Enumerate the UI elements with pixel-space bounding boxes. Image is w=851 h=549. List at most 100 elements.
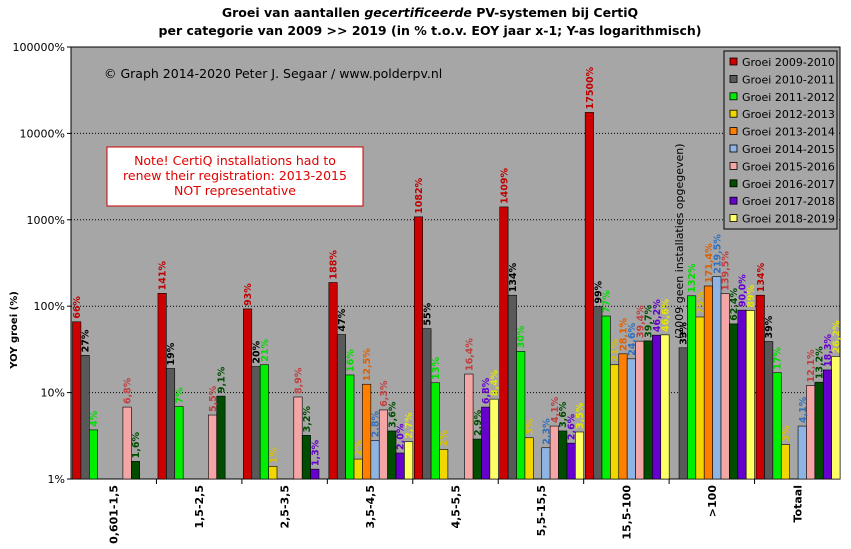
bar — [208, 414, 218, 480]
bar — [831, 356, 841, 480]
bar — [216, 395, 226, 480]
legend-entry: Groei 2017-2018 — [742, 195, 835, 208]
bar — [413, 216, 423, 480]
bar — [652, 334, 662, 480]
data-label: 3% — [525, 418, 536, 435]
note-box: Note! CertiQ installations had to renew … — [106, 146, 364, 207]
bar — [251, 366, 261, 480]
data-label: 77% — [602, 290, 613, 313]
data-label: 6,8% — [123, 377, 134, 404]
data-label: 47% — [337, 308, 348, 331]
data-label: 2,7% — [404, 412, 415, 439]
data-label: 27% — [81, 329, 92, 352]
bar — [643, 340, 653, 480]
legend-swatch — [729, 57, 738, 66]
data-label: 24,6% — [627, 322, 638, 355]
bar — [131, 461, 141, 480]
data-label: 132% — [687, 263, 698, 293]
bar — [243, 308, 253, 480]
legend-entry: Groei 2016-2017 — [742, 178, 835, 191]
y-axis-ticks: 1% 10% 100% 1000% 10000% 100000% — [13, 41, 71, 486]
data-label: 1082% — [414, 177, 425, 213]
bar — [610, 364, 620, 480]
vertical-note: (2009 geen installaties opgegeven) — [673, 143, 686, 339]
bar — [575, 431, 585, 480]
bar — [507, 294, 517, 480]
data-label: 17500% — [585, 66, 596, 109]
data-label: 99% — [593, 280, 604, 303]
data-label: 13,2% — [815, 346, 826, 379]
bar — [259, 364, 269, 480]
bar — [618, 353, 628, 480]
bar — [439, 449, 449, 480]
data-label: 46,6% — [660, 298, 671, 331]
data-label: 6,8% — [481, 377, 492, 404]
data-label: 39,7% — [644, 304, 655, 337]
data-label: 17% — [773, 346, 784, 369]
data-label: 171,4% — [704, 243, 715, 283]
data-label: 19% — [166, 342, 177, 365]
y-tick-label: 10% — [41, 387, 65, 400]
bar — [404, 441, 414, 480]
bar — [797, 425, 807, 480]
bar — [737, 309, 747, 480]
legend-swatch — [729, 127, 738, 135]
data-label: 2% — [439, 430, 450, 447]
bar — [566, 442, 576, 480]
bar — [89, 429, 99, 480]
bars — [72, 112, 841, 480]
bar — [174, 406, 184, 480]
data-label: 2,6% — [567, 413, 578, 440]
bar — [745, 310, 755, 480]
data-label: 66% — [72, 296, 83, 319]
data-label: 39% — [764, 315, 775, 338]
data-label: 134% — [756, 262, 767, 292]
data-label: 3,5% — [575, 402, 586, 429]
data-label: 4,1% — [798, 396, 809, 423]
data-label: 134% — [508, 262, 519, 292]
bar — [489, 398, 499, 480]
data-label: 2,9% — [473, 409, 484, 436]
bar — [301, 435, 311, 480]
bar — [678, 347, 688, 480]
data-label: 4,1% — [550, 396, 561, 423]
data-label: 18,3% — [823, 333, 834, 366]
note-line-1: Note! CertiQ installations had to — [134, 153, 336, 168]
y-tick-label: 100% — [34, 300, 65, 313]
x-tick-label: 0,601-1,5 — [108, 485, 121, 544]
data-label: 2,0% — [396, 423, 407, 450]
bar — [541, 447, 551, 480]
data-label: 46,2% — [652, 299, 663, 332]
legend-box — [723, 50, 838, 230]
x-tick-label: >100 — [706, 485, 719, 518]
legend-swatch — [729, 75, 738, 83]
data-label: 93% — [243, 283, 254, 306]
note-line-3: NOT representative — [174, 183, 296, 198]
data-label: 12,1% — [806, 349, 817, 382]
data-label: 188% — [329, 250, 340, 280]
bar — [268, 466, 278, 480]
data-label: 13% — [431, 357, 442, 380]
bar — [695, 316, 705, 480]
y-tick-label: 10000% — [20, 127, 65, 140]
data-label: 16% — [345, 349, 356, 372]
x-axis-ticks: 0,601-1,5 1,5-2,5 2,5-3,5 3,5-4,5 4,5-5,5 5,5… — [108, 479, 804, 544]
legend-entry: Groei 2010-2011 — [742, 73, 835, 86]
data-label: 20% — [251, 340, 262, 363]
y-tick-label: 100000% — [13, 41, 65, 54]
y-tick-label: 1% — [48, 473, 65, 486]
bar — [395, 452, 405, 480]
bar — [626, 358, 636, 480]
data-label: 219,5% — [712, 234, 723, 274]
data-label: 1409% — [499, 167, 510, 203]
data-label: 3% — [781, 425, 792, 442]
bar — [772, 372, 782, 480]
x-tick-label: Totaal — [791, 485, 804, 522]
bar — [166, 368, 176, 480]
note-line-2: renew their registration: 2013-2015 — [123, 168, 347, 183]
data-label: 4% — [89, 410, 100, 427]
bar — [729, 323, 739, 480]
legend-entry: Groei 2015-2016 — [742, 160, 835, 173]
data-labels: 66%27%4%6,8%1,6%141%19%7% 5,5%9,1%93%20%2… — [72, 66, 842, 466]
